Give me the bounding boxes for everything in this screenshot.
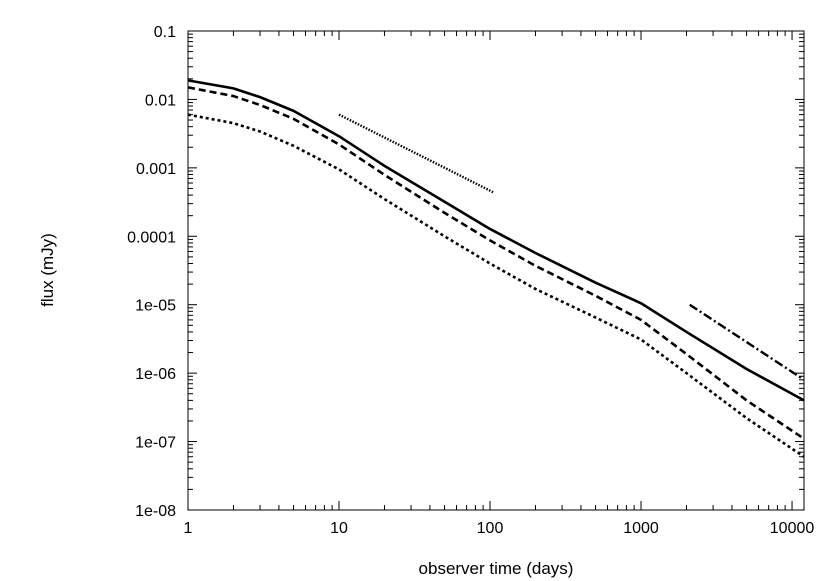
x-tick-label: 1000 bbox=[623, 520, 659, 537]
series-line-dotted bbox=[187, 113, 805, 458]
reference-line-dotted bbox=[338, 113, 494, 194]
y-tick-label: 1e-05 bbox=[135, 298, 176, 315]
series-line-solid bbox=[187, 79, 805, 402]
x-tick-label: 100 bbox=[477, 520, 504, 537]
y-tick-label: 1e-08 bbox=[135, 503, 176, 520]
y-tick-label: 0.0001 bbox=[127, 229, 176, 246]
y-tick-label: 1e-07 bbox=[135, 435, 176, 452]
x-tick-label: 10 bbox=[330, 520, 348, 537]
y-tick-label: 0.01 bbox=[145, 92, 176, 109]
y-tick-label: 0.001 bbox=[136, 161, 176, 178]
series-line-dashed bbox=[187, 86, 805, 440]
y-tick-label: 1e-06 bbox=[135, 366, 176, 383]
plot-area bbox=[187, 79, 805, 458]
y-axis-label: flux (mJy) bbox=[38, 233, 57, 307]
y-tick-label: 0.1 bbox=[154, 24, 176, 41]
x-tick-label: 1 bbox=[184, 520, 193, 537]
reference-line-dashdot bbox=[689, 303, 805, 381]
x-tick-label: 10000 bbox=[770, 520, 815, 537]
plot-frame bbox=[187, 30, 805, 511]
x-axis-label: observer time (days) bbox=[419, 559, 574, 578]
axes: 1 10 100 1000 10000 0.1 0.01 0.001 0.0001 1e-05 1e… bbox=[127, 24, 814, 537]
